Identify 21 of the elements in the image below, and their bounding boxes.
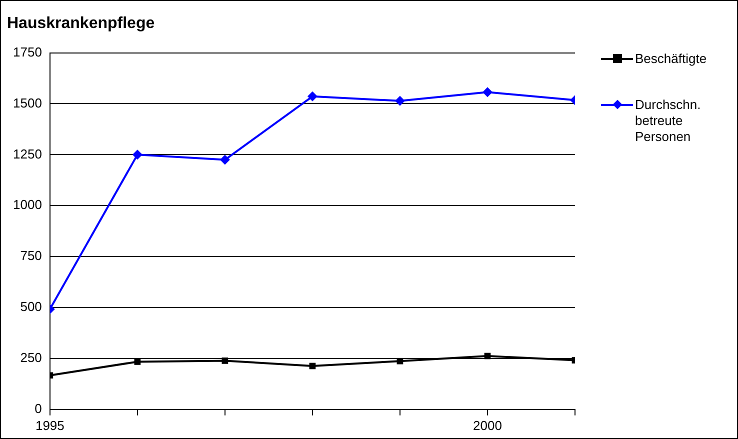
y-tick-label: 1000: [13, 197, 42, 212]
x-tick-label: 1995: [35, 418, 64, 433]
point: [134, 358, 141, 365]
point: [222, 358, 228, 364]
y-tick-label: 750: [20, 248, 42, 264]
point: [132, 150, 142, 160]
point: [394, 96, 405, 106]
legend-label: Beschäftigte: [635, 51, 708, 67]
y-tick-label: 0: [34, 400, 42, 416]
y-tick-label: 1500: [13, 95, 42, 110]
y-tick-label: 1250: [13, 146, 42, 162]
y-tick-label: 250: [20, 350, 42, 366]
point: [396, 358, 404, 364]
point: [307, 91, 318, 102]
chart-title: Hauskrankenpflege: [7, 15, 155, 33]
x-tick-label: 2000: [473, 418, 502, 433]
legend-label: Durchschn. betreute Personen: [635, 97, 702, 145]
y-tick-label: 500: [20, 299, 42, 314]
point: [220, 154, 230, 165]
point: [482, 87, 492, 98]
y-tick-label: 1750: [13, 44, 42, 60]
